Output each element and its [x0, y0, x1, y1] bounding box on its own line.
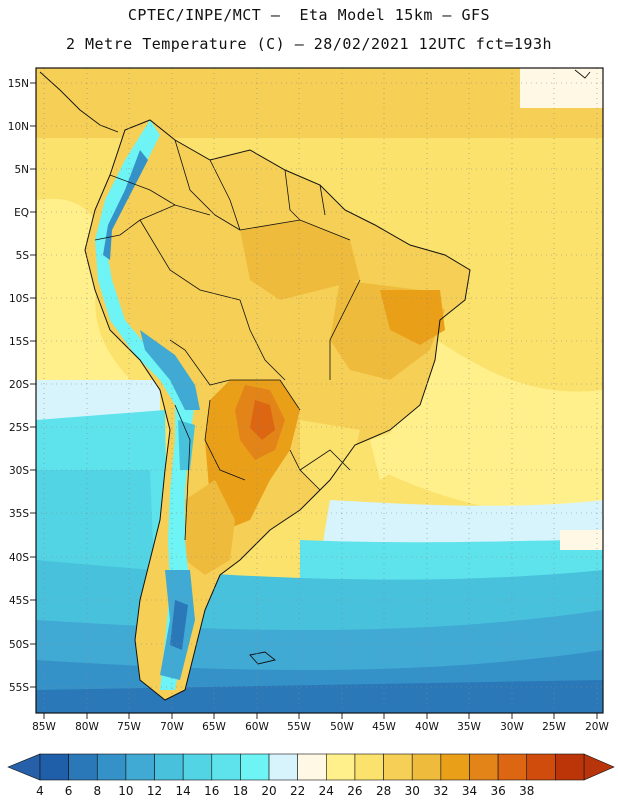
lat-label: 10S	[9, 293, 29, 305]
colorbar-label: 18	[233, 784, 248, 798]
lat-label: 10N	[8, 121, 29, 133]
colorbar-swatch	[555, 753, 585, 781]
map-frame-border	[35, 67, 604, 714]
lat-label: 25S	[9, 422, 29, 434]
lon-label: 70W	[160, 721, 184, 733]
colorbar-swatch	[39, 753, 69, 781]
colorbar-label: 10	[118, 784, 133, 798]
lat-label: 30S	[9, 465, 29, 477]
colorbar-swatch	[469, 753, 499, 781]
lon-label: 20W	[585, 721, 609, 733]
colorbar-swatch	[354, 753, 384, 781]
chart-subtitle: 2 Metre Temperature (C) – 28/02/2021 12U…	[65, 35, 553, 53]
colorbar-label: 32	[433, 784, 448, 798]
colorbar-label: 6	[65, 784, 73, 798]
colorbar-swatch	[297, 753, 327, 781]
lat-label: 5S	[16, 250, 30, 262]
colorbar-swatch	[211, 753, 241, 781]
colorbar-right-arrow	[583, 753, 615, 781]
colorbar-swatch	[125, 753, 155, 781]
colorbar-label: 28	[376, 784, 391, 798]
colorbar-label: 34	[462, 784, 477, 798]
colorbar-label: 4	[36, 784, 44, 798]
lon-label: 40W	[415, 721, 439, 733]
colorbar-label: 8	[93, 784, 101, 798]
lon-label: 50W	[330, 721, 354, 733]
colorbar-label: 20	[261, 784, 276, 798]
colorbar-swatch	[268, 753, 298, 781]
lon-label: 85W	[32, 721, 56, 733]
lon-label: 45W	[372, 721, 396, 733]
axis-ticks	[30, 82, 598, 719]
lon-label: 60W	[245, 721, 269, 733]
colorbar-label: 14	[176, 784, 191, 798]
lon-label: 30W	[500, 721, 524, 733]
lon-label: 55W	[287, 721, 311, 733]
colorbar-label: 24	[319, 784, 334, 798]
latitude-labels: 15N 10N 5N EQ 5S 10S 15S 20S 25S 30S 35S…	[8, 78, 30, 694]
lat-label: 5N	[14, 164, 29, 176]
colorbar-swatch	[182, 753, 213, 781]
colorbar-swatch	[96, 753, 127, 781]
lon-label: 35W	[457, 721, 481, 733]
colorbar-swatch	[240, 753, 270, 781]
lat-label: 20S	[9, 379, 29, 391]
colorbar-label: 30	[405, 784, 420, 798]
colorbar-swatch	[326, 753, 356, 781]
lon-label: 25W	[542, 721, 566, 733]
lat-label: 15N	[8, 78, 29, 90]
colorbar-swatch	[68, 753, 98, 781]
colorbar-label: 36	[490, 784, 505, 798]
lon-label: 65W	[202, 721, 226, 733]
map-field	[36, 68, 603, 713]
colorbar-label: 22	[290, 784, 305, 798]
country-borders	[94, 139, 361, 541]
lat-label: 45S	[9, 595, 29, 607]
colorbar-swatch	[383, 753, 413, 781]
lat-label: 35S	[9, 508, 29, 520]
lat-label: 40S	[9, 552, 29, 564]
colorbar-swatch	[526, 753, 556, 781]
colorbar-label: 16	[204, 784, 219, 798]
lat-label: EQ	[14, 207, 29, 219]
lon-label: 75W	[117, 721, 141, 733]
colorbar-swatch	[440, 753, 470, 781]
lat-label: 55S	[9, 682, 29, 694]
lat-label: 50S	[9, 639, 29, 651]
lon-label: 80W	[75, 721, 99, 733]
longitude-labels: 85W 80W 75W 70W 65W 60W 55W 50W 45W 40W …	[32, 721, 609, 733]
chart-title: CPTEC/INPE/MCT – Eta Model 15km – GFS	[127, 6, 491, 24]
colorbar-label: 12	[147, 784, 162, 798]
colorbar-swatch	[411, 753, 442, 781]
colorbar-left-arrow	[7, 753, 41, 781]
colorbar-swatch	[154, 753, 184, 781]
lat-label: 15S	[9, 336, 29, 348]
colorbar-label: 26	[347, 784, 362, 798]
colorbar-label: 38	[519, 784, 534, 798]
colorbar: 4 6 8 10 12 14 16 18 20 22 24 26 28 30 32 34 36 38	[7, 753, 615, 798]
colorbar-swatch	[497, 753, 528, 781]
